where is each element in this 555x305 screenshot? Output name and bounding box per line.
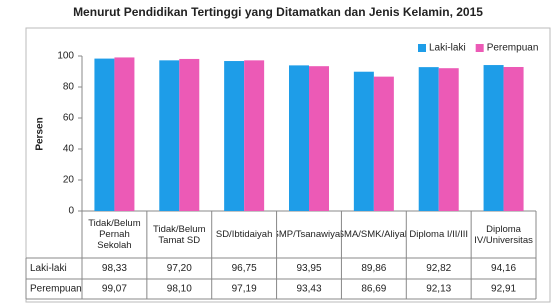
table-value: 86,69 <box>361 284 386 295</box>
legend-swatch <box>418 44 426 52</box>
x-tick-label: Diploma I/II/III <box>409 229 468 240</box>
y-axis-label: Persen <box>35 117 46 150</box>
table-value: 94,16 <box>491 263 516 274</box>
bar <box>159 60 180 212</box>
x-tick-label: Diploma IV/Universitas <box>474 223 533 246</box>
x-tick-label-box: SD/Ibtidaiyah <box>215 229 273 240</box>
x-tick-label-box: Diploma I/II/III <box>409 229 468 240</box>
legend-label: Perempuan <box>487 43 539 54</box>
table-value: 97,20 <box>167 263 192 274</box>
table-value: 98,10 <box>167 284 192 295</box>
y-tick-label: 80 <box>63 82 75 93</box>
x-tick-label: Tidak/Belum Pernah Sekolah <box>88 218 141 251</box>
bar <box>289 65 309 211</box>
x-tick-label-box: Tidak/Belum Pernah Sekolah <box>88 218 141 251</box>
bar <box>244 60 265 211</box>
y-tick-label: 20 <box>63 175 75 186</box>
table-value: 97,19 <box>232 284 257 295</box>
table-value: 92,13 <box>426 284 451 295</box>
x-tick-label-box: Tidak/Belum Tamat SD <box>153 223 206 246</box>
x-tick-label: SMA/SMK/Aliyah <box>341 229 406 240</box>
bar <box>94 58 115 211</box>
bar <box>438 68 459 211</box>
x-tick-label-box: SMA/SMK/Aliyah <box>341 229 406 240</box>
bar <box>309 66 329 211</box>
y-tick-label: 40 <box>63 144 75 155</box>
x-tick-label-box: Diploma IV/Universitas <box>474 223 533 246</box>
bar <box>418 67 439 211</box>
bar <box>224 61 245 211</box>
table-value: 99,07 <box>102 284 127 295</box>
y-tick-label: 60 <box>63 113 75 124</box>
table-row-header: Perempuan <box>30 284 82 295</box>
table-row-header: Laki-laki <box>30 263 67 274</box>
bar <box>373 76 394 212</box>
chart-frame <box>25 27 551 303</box>
y-tick-label: 100 <box>57 51 74 62</box>
chart-title: Menurut Pendidikan Tertinggi yang Ditama… <box>73 5 483 19</box>
table-value: 92,82 <box>426 263 451 274</box>
table-value: 93,95 <box>296 263 321 274</box>
table-value: 98,33 <box>102 263 127 274</box>
bar <box>114 57 135 212</box>
bar <box>353 71 374 211</box>
x-tick-label: SMP/Tsanawiyah <box>277 229 342 240</box>
x-tick-label-box: SMP/Tsanawiyah <box>277 229 342 240</box>
bar <box>483 65 504 211</box>
table-value: 96,75 <box>232 263 257 274</box>
table-value: 93,43 <box>296 284 321 295</box>
table-value: 89,86 <box>361 263 386 274</box>
bar <box>179 58 200 211</box>
legend-swatch <box>475 44 484 52</box>
y-tick-label: 0 <box>68 206 74 217</box>
legend-label: Laki-laki <box>429 43 466 54</box>
x-tick-label: SD/Ibtidaiyah <box>215 229 273 240</box>
table-value: 92,91 <box>491 284 516 295</box>
x-tick-label: Tidak/Belum Tamat SD <box>153 223 206 246</box>
bar <box>503 66 524 211</box>
